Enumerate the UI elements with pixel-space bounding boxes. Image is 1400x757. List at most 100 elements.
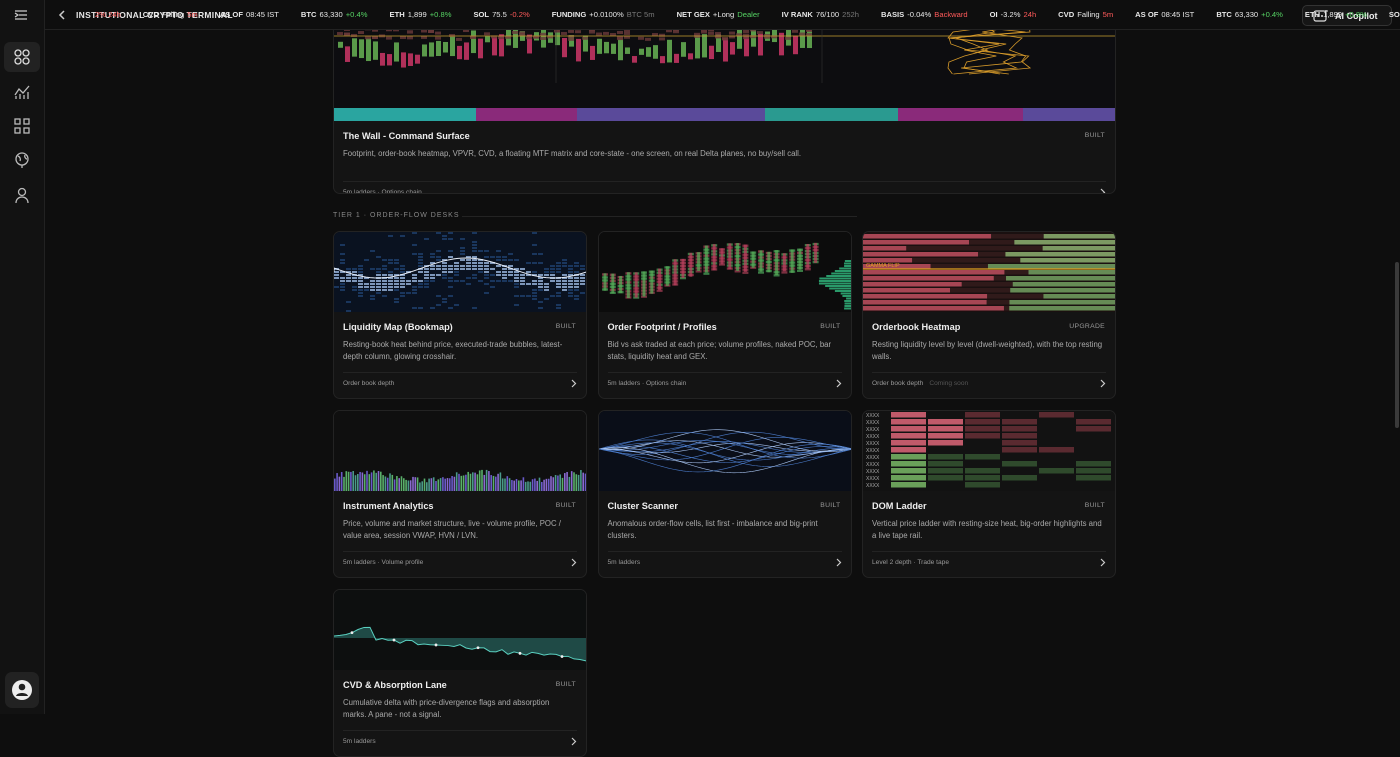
preview-cell — [502, 277, 507, 279]
preview-cell — [375, 472, 377, 491]
open-chevron[interactable] — [571, 737, 577, 746]
card[interactable]: The Wall - Command Surface BUILT Footprint… — [333, 7, 1116, 194]
card[interactable]: XXXX XXXX XXXX XXXX XXXX XXXX XXXX XXXX XXXX XXXX… — [862, 410, 1116, 578]
card[interactable]: Cluster Scanner BUILT Anomalous order-flow… — [597, 410, 852, 578]
nav-charts[interactable] — [13, 83, 31, 101]
card[interactable]: Instrument Analytics BUILT Price, volume a… — [333, 410, 587, 578]
preview-line — [598, 441, 851, 453]
nav-apps[interactable] — [13, 117, 31, 135]
preview-cell — [449, 478, 451, 491]
open-chevron[interactable] — [1100, 379, 1106, 388]
preview-cell — [568, 37, 574, 41]
preview-cell — [520, 268, 525, 270]
card-divider — [343, 551, 577, 552]
preview-cell — [376, 274, 381, 276]
card[interactable]: Order Footprint / Profiles BUILT Bid vs as… — [597, 231, 852, 399]
footer-tags: Level 2 depth · Trade tape — [872, 559, 949, 566]
preview-cell — [442, 238, 447, 240]
preview-cell — [484, 262, 489, 264]
preview-cell — [372, 35, 378, 39]
preview-cell — [514, 259, 519, 261]
preview-cell — [660, 56, 665, 64]
preview-cell — [524, 481, 527, 491]
copilot-button[interactable]: AI Copilot — [1302, 5, 1392, 26]
preview-cell — [590, 45, 595, 60]
avatar-box[interactable] — [5, 672, 39, 708]
preview-cell — [1009, 300, 1115, 305]
open-chevron[interactable] — [571, 379, 577, 388]
preview-cell — [538, 280, 543, 282]
preview-cell — [1076, 426, 1111, 432]
preview-cell — [580, 283, 585, 285]
preview-cell — [555, 31, 560, 46]
preview-cell — [586, 283, 587, 285]
preview-cell — [352, 268, 357, 270]
back-button[interactable] — [57, 9, 67, 21]
ticker-item: IV RANK 76/100 252h — [782, 10, 859, 19]
nav-user[interactable] — [13, 186, 31, 204]
scrollbar[interactable] — [1395, 262, 1399, 428]
ticker-item: 2% 24h — [92, 10, 121, 19]
preview-cell — [574, 277, 579, 279]
preview-cell — [352, 38, 357, 57]
preview-cell — [448, 277, 453, 279]
preview-cell — [522, 477, 525, 491]
preview-cell — [727, 243, 731, 270]
open-chevron[interactable] — [836, 379, 842, 388]
preview-cell — [465, 474, 467, 491]
ticker-value: 76/100 — [815, 10, 840, 19]
preview-cell — [518, 480, 520, 491]
preview-cell — [370, 280, 375, 282]
open-chevron[interactable] — [836, 558, 842, 567]
preview-cell — [906, 246, 1115, 251]
preview-cell — [430, 253, 435, 255]
preview-cell — [843, 300, 851, 302]
card-footer: 5m ladders · Options chain — [343, 189, 422, 193]
card-badge: BUILT — [555, 681, 576, 688]
nav-dashboard[interactable] — [13, 48, 31, 66]
preview-cell — [484, 32, 490, 36]
preview-cell — [448, 271, 453, 273]
ladder-label: XXXX — [866, 476, 880, 482]
card-badge: BUILT — [555, 502, 576, 509]
nav-globe[interactable] — [13, 151, 31, 169]
preview-cell — [376, 256, 381, 258]
open-chevron[interactable] — [1100, 188, 1106, 194]
preview-cell — [526, 283, 531, 285]
preview-cell — [442, 298, 447, 300]
card[interactable]: CVD & Absorption Lane BUILT Cumulative del… — [333, 589, 587, 757]
preview-cell — [556, 292, 561, 294]
preview-cell — [568, 283, 573, 285]
open-chevron[interactable] — [571, 558, 577, 567]
preview-cell — [556, 262, 561, 264]
ticker-value: 63,330 — [1234, 10, 1259, 19]
preview-cell — [484, 292, 489, 294]
preview-cell — [734, 270, 741, 273]
preview-cell — [412, 232, 417, 234]
preview-cell — [448, 265, 453, 267]
card[interactable]: GAMMA FLIP Orderbook Heatmap UPGRADE Restin… — [862, 231, 1116, 399]
preview-cell — [580, 280, 585, 282]
preview-cell — [358, 286, 363, 288]
preview-cell — [412, 244, 417, 246]
preview-cell — [388, 271, 393, 273]
card-description: Footprint, order-book heatmap, VPVR, CVD… — [343, 149, 802, 158]
menu-icon[interactable] — [13, 8, 31, 22]
preview-cell — [891, 454, 926, 460]
preview-cell — [418, 262, 423, 264]
preview-cell — [556, 295, 561, 297]
preview-cell — [359, 39, 364, 59]
preview-cell — [442, 271, 447, 273]
preview-cell — [416, 477, 419, 491]
preview-cell — [460, 265, 465, 267]
preview-dot — [518, 651, 522, 655]
preview-cell — [574, 265, 579, 267]
preview-cell — [504, 478, 506, 491]
card-footer: 5m ladders — [343, 738, 376, 745]
preview-cell — [532, 298, 537, 300]
preview-cell — [428, 478, 430, 491]
footer-tags: 5m ladders — [343, 738, 376, 745]
ticker-item: BTC 63,330 +0.4% — [1216, 10, 1283, 19]
open-chevron[interactable] — [1100, 558, 1106, 567]
card[interactable]: Liquidity Map (Bookmap) BUILT Resting-book… — [333, 231, 587, 399]
